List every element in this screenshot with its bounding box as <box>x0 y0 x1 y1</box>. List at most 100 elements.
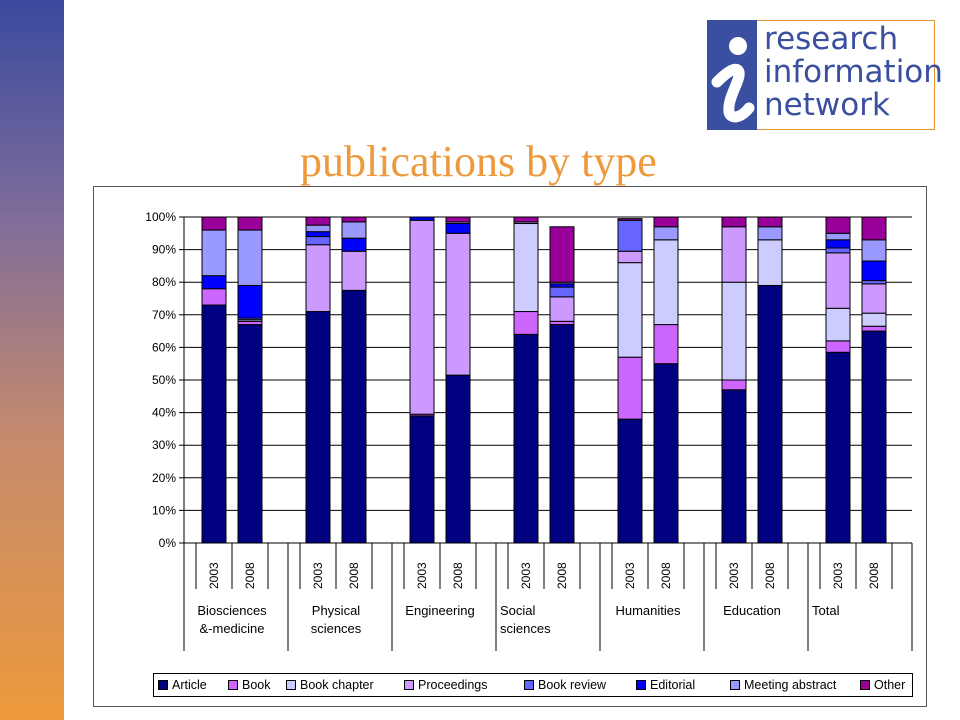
category-label: sciences <box>500 621 551 636</box>
logo-word-research: research <box>764 21 899 57</box>
category-label: sciences <box>311 621 362 636</box>
y-tick-label: 80% <box>152 275 176 289</box>
logo-i-mark <box>707 20 757 130</box>
bar-segment <box>721 216 747 228</box>
bar-segment <box>721 389 747 544</box>
bar-segment <box>653 363 679 544</box>
legend-label: Article <box>172 678 207 692</box>
category-label: Education <box>723 603 781 618</box>
category-label: Physical <box>312 603 361 618</box>
legend-label: Other <box>874 678 906 692</box>
legend-swatch <box>524 680 534 690</box>
bar-segment <box>861 312 887 327</box>
bar-segment <box>617 218 643 221</box>
bar-segment <box>757 239 783 286</box>
bar-segment <box>617 356 643 420</box>
y-tick-label: 60% <box>152 340 176 354</box>
side-gradient-band <box>0 0 64 720</box>
bar-segment <box>237 216 263 231</box>
legend-label: Book <box>242 678 271 692</box>
bar-segment <box>341 250 367 291</box>
legend-swatch <box>636 680 646 690</box>
y-tick-label: 20% <box>152 471 176 485</box>
bar-segment <box>861 330 887 544</box>
bar-segment <box>513 223 539 313</box>
bar-segment <box>825 239 851 249</box>
bar-segment <box>825 247 851 254</box>
bar-segment <box>757 284 783 544</box>
category-label: &-medicine <box>199 621 264 636</box>
legend-item: Editorial <box>636 678 695 692</box>
x-year-label: 2008 <box>243 562 257 589</box>
y-tick-label: 70% <box>152 308 176 322</box>
bar-segment <box>861 260 887 282</box>
bar-segment <box>409 216 435 221</box>
x-year-label: 2003 <box>623 562 637 589</box>
logo-frame <box>757 20 935 130</box>
bar-segment <box>341 289 367 544</box>
bar-segment <box>305 216 331 226</box>
bar-segment <box>861 239 887 262</box>
bar-segment <box>757 216 783 228</box>
y-tick-label: 50% <box>152 373 176 387</box>
bar-segment <box>617 219 643 252</box>
legend-item: Article <box>158 678 207 692</box>
bar-segment <box>513 216 539 223</box>
legend-label: Proceedings <box>418 678 488 692</box>
bar-segment <box>549 226 575 283</box>
bar-segment <box>201 275 227 290</box>
x-year-label: 2008 <box>763 562 777 589</box>
bar-segment <box>825 340 851 353</box>
category-label: Social <box>500 603 536 618</box>
x-year-label: 2008 <box>451 562 465 589</box>
bar-segment <box>653 226 679 241</box>
legend-label: Book chapter <box>300 678 374 692</box>
legend-item: Book <box>228 678 271 692</box>
bar-segment <box>549 324 575 544</box>
bar-segment <box>445 216 471 223</box>
legend-item: Book review <box>524 678 606 692</box>
x-year-label: 2003 <box>311 562 325 589</box>
legend-swatch <box>228 680 238 690</box>
category-label: Engineering <box>405 603 474 618</box>
legend-item: Proceedings <box>404 678 488 692</box>
category-label: Biosciences <box>197 603 267 618</box>
bar-segment <box>721 226 747 283</box>
legend-swatch <box>860 680 870 690</box>
y-tick-label: 90% <box>152 243 176 257</box>
legend-swatch <box>286 680 296 690</box>
bar-segment <box>825 216 851 234</box>
bar-segment <box>341 221 367 239</box>
bar-segment <box>653 216 679 228</box>
x-year-label: 2008 <box>867 562 881 589</box>
x-year-label: 2003 <box>727 562 741 589</box>
bar-segment <box>513 311 539 335</box>
bar-segment <box>653 239 679 326</box>
bar-segment <box>549 296 575 322</box>
bar-segment <box>513 333 539 544</box>
bar-segment <box>445 223 471 234</box>
bar-segment <box>617 250 643 264</box>
bar-segment <box>617 418 643 544</box>
y-tick-label: 100% <box>145 210 176 224</box>
x-year-label: 2003 <box>831 562 845 589</box>
legend-item: Meeting abstract <box>730 678 836 692</box>
legend-label: Editorial <box>650 678 696 692</box>
legend-label: Book review <box>538 678 607 692</box>
bar-segment <box>721 379 747 391</box>
category-label: Total <box>812 603 840 618</box>
stacked-bar-chart: 0% 10% 20% 30% 40% 50% 60% 70% 80% 90% 100% 2003 200… <box>145 210 913 651</box>
bar-segment <box>825 252 851 309</box>
legend-swatch <box>158 680 168 690</box>
bar-segment <box>445 232 471 376</box>
x-year-label: 2003 <box>415 562 429 589</box>
bar-segment <box>445 374 471 544</box>
x-year-label: 2003 <box>207 562 221 589</box>
chart-legend: Article Book Book chapter Proceedings Book r… <box>153 673 913 697</box>
bar-segment <box>237 284 263 319</box>
bar-segment <box>305 244 331 313</box>
bar-segment <box>409 219 435 415</box>
bar-segment <box>549 286 575 298</box>
bar-segment <box>305 311 331 544</box>
legend-swatch <box>404 680 414 690</box>
